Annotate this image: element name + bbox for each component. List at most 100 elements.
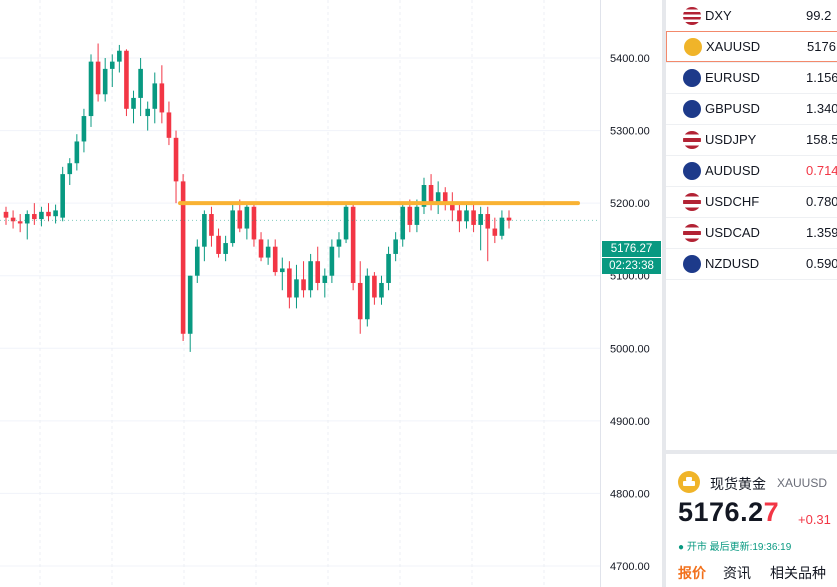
instrument-symbol: XAUUSD [777, 476, 828, 490]
candle-body [117, 50, 122, 62]
watchlist-symbol: EURUSD [705, 70, 760, 85]
y-tick-label: 5400.00 [610, 53, 650, 65]
watchlist-symbol: USDJPY [705, 132, 757, 147]
flag-us-jp-icon [683, 130, 701, 149]
candle-body [53, 210, 58, 217]
candle-body [372, 275, 377, 298]
watchlist-price: 0.780 [806, 194, 837, 209]
market-status: ● 开市 最后更新:19:36:19 [678, 542, 792, 553]
watchlist-symbol: DXY [705, 8, 732, 23]
price-change: +0.31 [798, 512, 831, 527]
candle-body [506, 217, 512, 221]
candle-body [265, 246, 271, 258]
candle-body [166, 112, 172, 138]
y-tick-label: 5000.00 [610, 343, 650, 355]
gold-icon [678, 471, 700, 493]
candle-body [145, 108, 150, 117]
candle-body [407, 206, 413, 225]
watchlist-price: 1.340 [806, 101, 837, 116]
candle-body [223, 243, 228, 254]
candle-body [301, 279, 306, 291]
watchlist-row-usdjpy[interactable]: USDJPY 158.5 [666, 124, 837, 155]
watchlist-row-dxy[interactable]: DXY 99.2 [666, 0, 837, 31]
watchlist-symbol: GBPUSD [705, 101, 760, 116]
pane-divider[interactable] [662, 0, 666, 587]
watchlist-row-eurusd[interactable]: EURUSD 1.156 [666, 62, 837, 93]
candle-body [315, 261, 321, 283]
chart-pane[interactable]: 5400.00 5300.00 5200.00 5100.00 5000.00 4900.… [0, 0, 662, 587]
watchlist-row-xauusd[interactable]: XAUUSD 5176 [666, 31, 837, 62]
flag-us-ch-icon [683, 192, 701, 211]
watchlist-row-nzdusd[interactable]: NZDUSD 0.590 [666, 248, 837, 279]
candle-body [428, 185, 434, 204]
candle-body [74, 141, 80, 164]
watchlist-symbol: NZDUSD [705, 256, 760, 271]
candle-body [173, 137, 179, 182]
candle-body [216, 235, 221, 254]
candle-body [230, 210, 236, 244]
candle-body [152, 83, 158, 109]
candle-body [442, 192, 448, 204]
detail-divider [666, 450, 837, 454]
tab-related[interactable]: 相关品种 [770, 565, 826, 581]
y-tick-label: 5300.00 [610, 126, 650, 138]
watchlist-separator [666, 124, 837, 125]
countdown-badge: 02:23:38 [602, 258, 661, 274]
candle-body [435, 192, 441, 204]
watchlist-price: 0.590 [806, 256, 837, 271]
watchlist-row-usdcad[interactable]: USDCAD 1.359 [666, 217, 837, 248]
candle-body [24, 214, 30, 224]
watchlist-price: 1.156 [806, 70, 837, 85]
candle-body [294, 279, 299, 298]
candle-body [46, 211, 51, 217]
candle-body [343, 206, 349, 240]
candle-body [39, 211, 44, 220]
candle-body [194, 246, 200, 276]
candle-body [131, 97, 136, 109]
tab-news[interactable]: 资讯 [723, 565, 751, 581]
tab-quote[interactable]: 报价 [678, 565, 706, 581]
candle-body [308, 261, 313, 291]
flag-gb-us-icon [683, 99, 701, 118]
watchlist-price: 0.714 [806, 163, 837, 178]
flag-us-ca-icon [683, 223, 701, 242]
watchlist-price: 1.359 [806, 225, 837, 240]
candle-body [32, 214, 37, 220]
candle-body [450, 203, 455, 211]
watchlist-row-usdchf[interactable]: USDCHF 0.780 [666, 186, 837, 217]
candle-body [251, 206, 257, 240]
candle-body [17, 221, 23, 224]
watchlist-row-gbpusd[interactable]: GBPUSD 1.340 [666, 93, 837, 124]
candle-body [180, 181, 186, 334]
candle-body [400, 206, 406, 240]
watchlist-separator [666, 217, 837, 218]
watchlist-symbol: XAUUSD [706, 39, 761, 54]
candle-body [357, 282, 363, 320]
candle-body [187, 275, 193, 334]
watchlist-symbol: USDCAD [705, 225, 760, 240]
candle-body [159, 83, 165, 113]
watchlist-separator [666, 279, 837, 280]
flag-eu-us-icon [683, 68, 701, 87]
instrument-name: 现货黄金 [710, 476, 766, 492]
candlestick-chart[interactable]: 5400.005300.005200.005100.005000.004900.… [0, 0, 662, 587]
flag-us-icon [683, 6, 701, 25]
candle-body [414, 206, 420, 225]
candle-body [81, 116, 87, 142]
candle-body [102, 68, 108, 95]
instrument-price: 5176.27 [678, 497, 779, 528]
candle-body [464, 210, 469, 222]
candle-body [322, 275, 328, 283]
candle-body [457, 210, 462, 222]
watchlist-separator [666, 248, 837, 249]
y-tick-label: 4700.00 [610, 561, 650, 573]
candle-body [258, 239, 264, 258]
watchlist-price: 99.2 [806, 8, 832, 23]
watchlist-row-audusd[interactable]: AUDUSD 0.714 [666, 155, 837, 186]
candle-body [393, 239, 398, 254]
candle-body [386, 253, 391, 283]
candle-body [287, 268, 292, 298]
flag-au-us-icon [683, 161, 701, 180]
candle-body [379, 282, 384, 298]
y-tick-label: 4900.00 [610, 416, 650, 428]
